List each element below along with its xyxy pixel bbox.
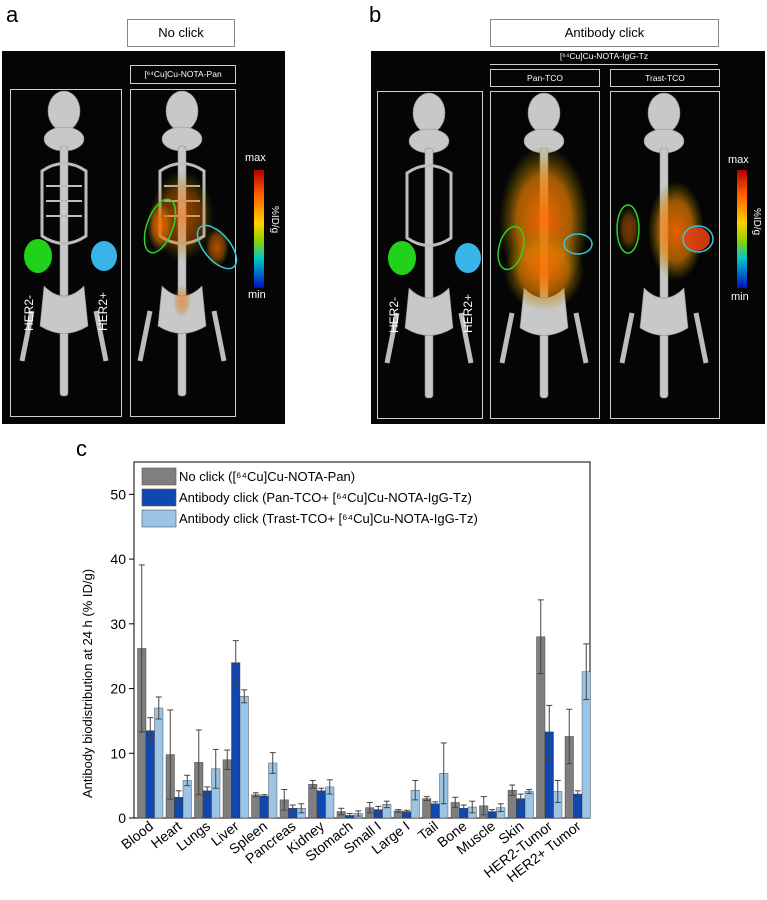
bar-3 [524,791,534,819]
her2-neg-tumor-a [24,239,52,273]
legend-swatch-3 [141,509,177,528]
colorbar-min-b: min [731,291,749,303]
mouse-frame-3 [377,91,483,419]
colorbar-max-b: max [728,154,749,166]
panel-b-sub2: Trast-TCO [610,69,720,87]
bar-3 [154,707,164,819]
panel-b-image: [⁶⁴Cu]Cu-NOTA-IgG-Tz Pan-TCO Trast-TCO [371,51,765,424]
y-tick-label: 20 [110,681,126,697]
panel-b-letter: b [369,2,382,27]
panel-b-sub1: Pan-TCO [490,69,600,87]
probe-divider [490,64,718,65]
panel-a-header: No click [127,19,235,47]
panel-a-probe-label: [⁶⁴Cu]Cu-NOTA-Pan [130,65,236,84]
colorbar-a [254,170,264,288]
bar-3 [239,696,249,819]
y-tick-label: 10 [110,745,126,761]
panel-b-probe-label: [⁶⁴Cu]Cu-NOTA-IgG-Tz [559,51,649,61]
panel-c-letter: c [76,436,87,461]
her2-pos-tumor-b [455,243,481,273]
her2-pos-tumor-a [91,241,117,271]
panel-b-header: Antibody click [490,19,719,47]
mouse-render-a [19,90,264,397]
colorbar-min-a: min [248,289,266,301]
mouse-render-b [384,92,747,399]
legend-swatch-2 [141,488,177,507]
panel-a-letter: a [6,2,19,27]
colorbar-max-a: max [245,152,266,164]
colorbar-b [737,170,747,288]
y-tick-label: 50 [110,486,126,502]
bar-2 [231,662,241,819]
panel-a-image: [⁶⁴Cu]Cu-NOTA-Pan [2,51,285,424]
bar-2 [259,795,269,819]
mouse-frame-4 [490,91,600,419]
legend-label-3: Antibody click (Trast-TCO+ [⁶⁴Cu]Cu-NOTA… [179,511,478,526]
mouse-frame-5 [610,91,720,419]
y-tick-label: 0 [118,810,126,826]
bar-1 [422,798,432,819]
y-tick-label: 40 [110,551,126,567]
bar-2 [316,790,326,819]
bar-1 [251,794,261,819]
mouse-frame-1 [10,89,122,417]
legend-label-2: Antibody click (Pan-TCO+ [⁶⁴Cu]Cu-NOTA-I… [179,490,472,505]
her2-neg-tumor-b [388,241,416,275]
y-tick-label: 30 [110,616,126,632]
bar-1 [308,784,318,819]
legend-swatch-1 [141,467,177,486]
legend-label-1: No click ([⁶⁴Cu]Cu-NOTA-Pan) [179,469,355,484]
